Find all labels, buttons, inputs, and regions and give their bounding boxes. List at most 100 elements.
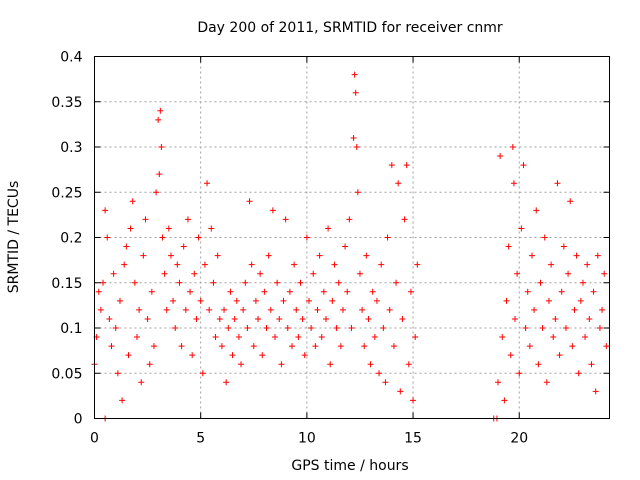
data-point xyxy=(511,315,518,322)
data-point xyxy=(265,252,272,259)
data-point xyxy=(227,288,234,295)
data-point xyxy=(163,306,170,313)
data-point xyxy=(405,361,412,368)
x-tick-label: 0 xyxy=(90,431,99,447)
data-point xyxy=(556,352,563,359)
data-point xyxy=(201,261,208,268)
data-point xyxy=(312,343,319,350)
data-point xyxy=(255,315,262,322)
data-point xyxy=(571,306,578,313)
data-point xyxy=(344,288,351,295)
data-point xyxy=(518,225,525,232)
data-point xyxy=(95,288,102,295)
data-point xyxy=(218,343,225,350)
data-point xyxy=(495,379,502,386)
data-point xyxy=(507,352,514,359)
data-point xyxy=(233,297,240,304)
x-axis-label: GPS time / hours xyxy=(291,458,408,474)
data-point xyxy=(231,315,238,322)
data-point xyxy=(263,325,270,331)
data-point xyxy=(584,261,591,268)
data-point xyxy=(127,225,134,232)
data-point xyxy=(310,270,317,277)
data-point xyxy=(590,288,597,295)
data-point xyxy=(382,379,389,386)
data-point xyxy=(390,343,397,350)
data-point xyxy=(216,315,223,322)
data-point xyxy=(167,252,174,259)
y-tick-label: 0.3 xyxy=(60,140,82,156)
data-point xyxy=(144,315,151,322)
data-point xyxy=(129,198,136,205)
data-point xyxy=(503,297,510,304)
data-point xyxy=(303,234,310,241)
data-point xyxy=(153,189,160,196)
data-point xyxy=(238,361,245,368)
data-point xyxy=(497,153,504,160)
data-point xyxy=(148,288,155,295)
data-point xyxy=(373,297,380,304)
data-point xyxy=(276,315,283,322)
data-point xyxy=(112,325,119,331)
data-point xyxy=(567,198,574,205)
data-point xyxy=(252,297,259,304)
data-point xyxy=(533,207,540,214)
data-point xyxy=(363,252,370,259)
data-point xyxy=(195,234,202,241)
data-point xyxy=(378,261,385,268)
data-point xyxy=(157,107,164,114)
data-point xyxy=(359,306,366,313)
data-point xyxy=(291,261,298,268)
data-point xyxy=(250,343,257,350)
data-point xyxy=(125,352,132,359)
data-point xyxy=(314,306,321,313)
data-point xyxy=(361,343,368,350)
data-point xyxy=(582,334,589,341)
data-point xyxy=(165,225,172,232)
data-point xyxy=(150,343,157,350)
data-point xyxy=(371,334,378,341)
data-point xyxy=(543,379,550,386)
data-point xyxy=(539,325,546,331)
data-point xyxy=(104,234,111,241)
data-point xyxy=(280,297,287,304)
data-point xyxy=(603,343,610,350)
data-point xyxy=(524,288,531,295)
data-point xyxy=(351,71,358,78)
data-point xyxy=(191,270,198,277)
data-point xyxy=(548,261,555,268)
data-point xyxy=(320,288,327,295)
data-point xyxy=(286,288,293,295)
data-point xyxy=(140,252,147,259)
tick-labels: 0 5 10 15 20 0 0.05 0.1 0.15 0.2 0.25 0.3 0.35 0.4 xyxy=(51,50,528,447)
data-point xyxy=(350,134,357,141)
data-point xyxy=(102,207,109,214)
data-point xyxy=(356,270,363,277)
data-point xyxy=(333,325,340,331)
data-point xyxy=(331,261,338,268)
data-point xyxy=(541,234,548,241)
data-point xyxy=(531,306,538,313)
data-point xyxy=(114,370,121,377)
data-point xyxy=(193,315,200,322)
data-point xyxy=(586,315,593,322)
data-point xyxy=(142,216,149,223)
data-point xyxy=(337,343,344,350)
data-point xyxy=(204,180,211,187)
data-point xyxy=(592,388,599,395)
x-tick-label: 10 xyxy=(298,431,316,447)
data-point xyxy=(552,315,559,322)
data-point xyxy=(403,162,410,169)
data-point xyxy=(293,306,300,313)
data-point xyxy=(199,370,206,377)
data-point xyxy=(365,315,372,322)
data-point xyxy=(346,216,353,223)
data-point xyxy=(170,297,177,304)
data-point xyxy=(401,216,408,223)
y-tick-label: 0 xyxy=(74,412,83,428)
data-point xyxy=(116,297,123,304)
x-tick-label: 15 xyxy=(404,431,422,447)
data-point xyxy=(579,279,586,286)
data-point xyxy=(136,306,143,313)
data-point xyxy=(178,343,185,350)
